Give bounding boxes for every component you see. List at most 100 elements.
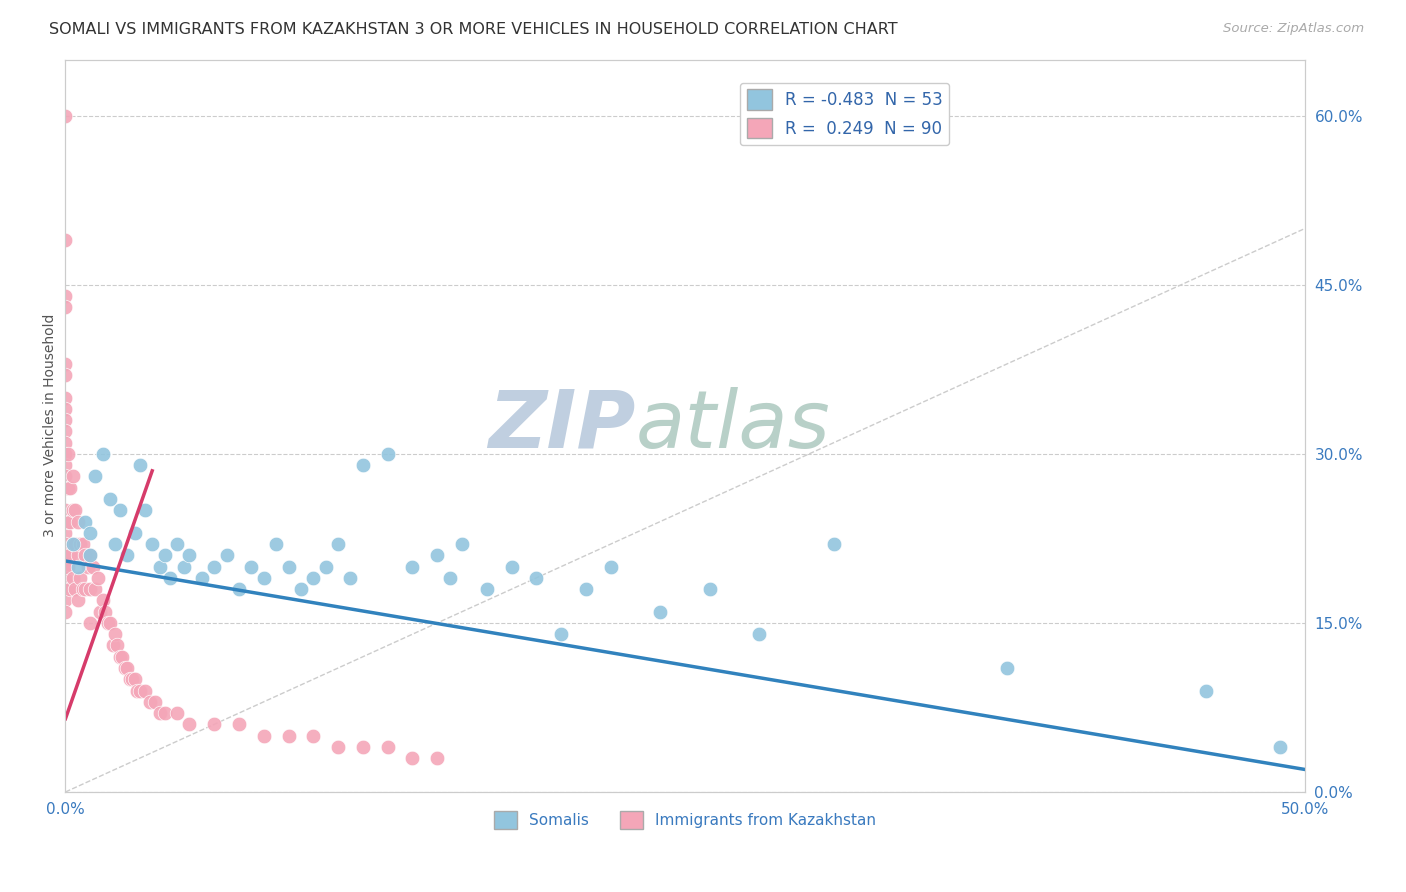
Point bbox=[98, 615, 121, 630]
Point bbox=[121, 673, 143, 687]
Point bbox=[215, 549, 238, 563]
Point bbox=[149, 559, 172, 574]
Point bbox=[315, 559, 337, 574]
Legend: Somalis, Immigrants from Kazakhstan: Somalis, Immigrants from Kazakhstan bbox=[488, 805, 882, 836]
Point bbox=[326, 739, 349, 754]
Point bbox=[84, 582, 107, 596]
Point bbox=[72, 537, 94, 551]
Point bbox=[55, 582, 77, 596]
Point bbox=[823, 537, 845, 551]
Point bbox=[191, 571, 214, 585]
Point bbox=[75, 582, 97, 596]
Point bbox=[143, 695, 166, 709]
Point bbox=[55, 605, 77, 619]
Point bbox=[179, 717, 201, 731]
Point bbox=[55, 593, 77, 607]
Point bbox=[69, 537, 91, 551]
Point bbox=[79, 615, 101, 630]
Point bbox=[89, 605, 111, 619]
Y-axis label: 3 or more Vehicles in Household: 3 or more Vehicles in Household bbox=[44, 314, 58, 538]
Point bbox=[339, 571, 361, 585]
Point bbox=[524, 571, 547, 585]
Point bbox=[575, 582, 598, 596]
Point bbox=[55, 425, 77, 439]
Point bbox=[55, 559, 77, 574]
Point bbox=[66, 515, 89, 529]
Point bbox=[56, 515, 79, 529]
Point bbox=[56, 559, 79, 574]
Point bbox=[55, 357, 77, 371]
Point bbox=[117, 661, 139, 675]
Point bbox=[124, 525, 146, 540]
Point bbox=[253, 571, 276, 585]
Point bbox=[124, 673, 146, 687]
Point bbox=[55, 368, 77, 382]
Point bbox=[426, 549, 449, 563]
Point bbox=[599, 559, 621, 574]
Point bbox=[108, 503, 131, 517]
Point bbox=[79, 582, 101, 596]
Point bbox=[59, 515, 82, 529]
Point bbox=[101, 639, 124, 653]
Point bbox=[59, 549, 82, 563]
Point bbox=[127, 683, 149, 698]
Point bbox=[377, 739, 399, 754]
Point bbox=[65, 503, 87, 517]
Point bbox=[153, 549, 176, 563]
Point bbox=[995, 661, 1018, 675]
Point bbox=[55, 301, 77, 315]
Point bbox=[240, 559, 263, 574]
Point bbox=[748, 627, 770, 641]
Point bbox=[104, 537, 127, 551]
Point bbox=[79, 525, 101, 540]
Point bbox=[84, 469, 107, 483]
Point bbox=[55, 481, 77, 495]
Point bbox=[55, 525, 77, 540]
Point bbox=[55, 469, 77, 483]
Point bbox=[253, 729, 276, 743]
Point bbox=[55, 413, 77, 427]
Point bbox=[59, 481, 82, 495]
Point bbox=[159, 571, 181, 585]
Point bbox=[55, 458, 77, 473]
Point bbox=[451, 537, 474, 551]
Point bbox=[75, 515, 97, 529]
Point bbox=[55, 447, 77, 461]
Point bbox=[72, 582, 94, 596]
Text: atlas: atlas bbox=[636, 387, 830, 465]
Point bbox=[62, 503, 84, 517]
Point bbox=[134, 503, 156, 517]
Point bbox=[179, 549, 201, 563]
Point bbox=[55, 537, 77, 551]
Point bbox=[202, 559, 225, 574]
Point bbox=[1194, 683, 1216, 698]
Point bbox=[439, 571, 461, 585]
Point bbox=[228, 582, 250, 596]
Point bbox=[153, 706, 176, 720]
Point bbox=[426, 751, 449, 765]
Point bbox=[475, 582, 498, 596]
Point bbox=[62, 537, 84, 551]
Point bbox=[55, 233, 77, 247]
Point bbox=[302, 729, 325, 743]
Point bbox=[128, 683, 150, 698]
Point bbox=[55, 503, 77, 517]
Point bbox=[401, 751, 423, 765]
Point bbox=[173, 559, 195, 574]
Point bbox=[55, 435, 77, 450]
Point bbox=[134, 683, 156, 698]
Point bbox=[264, 537, 287, 551]
Point bbox=[75, 549, 97, 563]
Point bbox=[401, 559, 423, 574]
Point bbox=[118, 673, 141, 687]
Point bbox=[55, 401, 77, 416]
Point bbox=[202, 717, 225, 731]
Point bbox=[501, 559, 523, 574]
Point bbox=[128, 458, 150, 473]
Point bbox=[277, 729, 299, 743]
Point bbox=[302, 571, 325, 585]
Point bbox=[66, 549, 89, 563]
Point bbox=[277, 559, 299, 574]
Point bbox=[65, 537, 87, 551]
Point bbox=[66, 559, 89, 574]
